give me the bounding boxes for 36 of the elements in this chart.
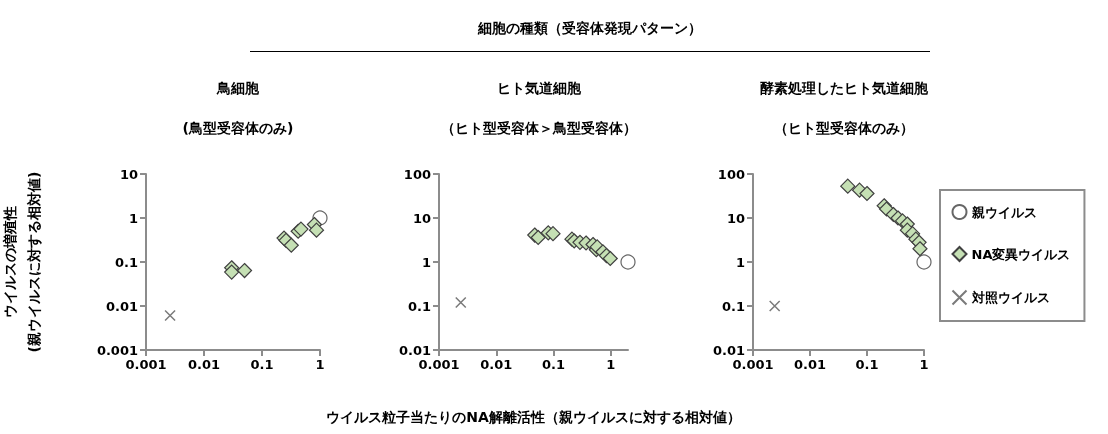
x-tick-label: 0.1 [541,357,566,372]
y-tick-label: 1 [735,254,745,270]
y-tick-label: 0.001 [96,342,138,358]
y-tick-label: 0.01 [398,342,431,358]
legend-label: 対照ウイルス [970,290,1050,305]
x-tick-label: 0.01 [480,357,513,372]
x-tick-label: 1 [919,357,929,372]
legend-label: 親ウイルス [970,204,1037,220]
x-tick-label: 0.1 [855,357,879,372]
x-tick-label: 1 [606,357,616,372]
text: 細胞の種類（受容体発現パターン） [478,20,702,36]
y-tick-label: 1 [128,210,138,226]
y-tick-label: 10 [726,210,745,226]
x-axis-title: ウイルス粒子当たりのNA解離活性（親ウイルスに対する相対値） [326,409,741,425]
y-tick-label: 10 [119,166,138,182]
chart-subtitle: (鳥型受容体のみ) [182,120,294,136]
y-tick-label: 10 [412,210,431,226]
legend-label: NA変異ウイルス [971,246,1071,262]
y-tick-label: 0.1 [721,298,745,314]
chart-title: 鳥細胞 [216,80,260,96]
x-tick-label: 0.01 [793,357,827,372]
chart-subtitle: （ヒト型受容体のみ） [773,120,914,136]
y-tick-label: 0.1 [407,298,431,314]
y-tick-label: 0.01 [712,342,745,358]
x-tick-label: 1 [315,357,325,372]
y-tick-label: 0.1 [114,254,138,270]
chart-title: ヒト気道細胞 [496,80,582,96]
y-tick-label: 100 [717,166,745,182]
y-tick-label: 1 [421,254,431,270]
x-tick-label: 0.1 [250,357,274,372]
y-tick-label: 100 [403,166,431,182]
y-axis-title: ウイルスの増殖性 (親ウイルスに対する相対値) [2,171,42,353]
x-tick-label: 0.01 [187,357,221,372]
chart-subtitle: （ヒト型受容体＞鳥型受容体） [440,120,637,136]
y-tick-label: 0.01 [105,298,138,314]
chart-title: 酵素処理したヒト気道細胞 [759,80,929,96]
